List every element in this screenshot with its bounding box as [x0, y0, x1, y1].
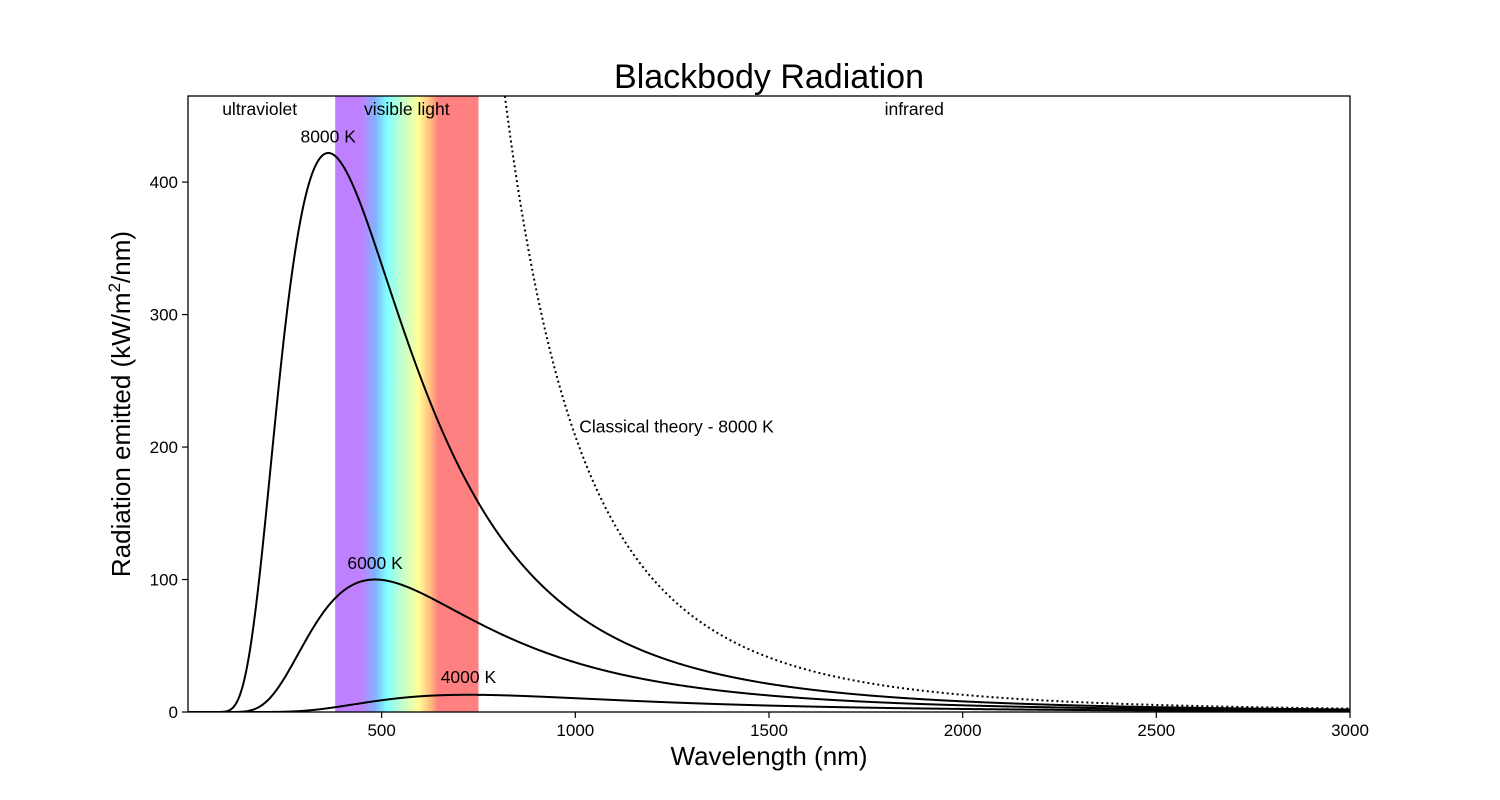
band-label-ultraviolet: ultraviolet	[222, 99, 297, 119]
band-label-infrared: infrared	[885, 99, 944, 119]
x-tick-label: 2000	[944, 721, 982, 740]
x-axis-label: Wavelength (nm)	[671, 741, 868, 771]
y-axis-label: Radiation emitted (kW/m2/nm)	[105, 231, 136, 577]
curve-label-classical: Classical theory - 8000 K	[579, 416, 774, 436]
y-tick-label: 300	[150, 306, 178, 325]
curve-label-6000k: 6000 K	[347, 553, 403, 573]
curve-4000k	[188, 693, 1350, 712]
band-label-visible-light: visible light	[364, 99, 450, 119]
x-axis-ticks: 500 1000 1500 2000 2500 3000	[367, 712, 1369, 740]
curve-6000k	[188, 578, 1350, 712]
visible-light-band	[335, 96, 479, 712]
x-tick-label: 500	[367, 721, 395, 740]
y-tick-label: 100	[150, 571, 178, 590]
curve-classical-8000k	[503, 96, 1350, 710]
chart-title: Blackbody Radiation	[614, 58, 924, 96]
x-tick-label: 1000	[556, 721, 594, 740]
curve-8000k	[188, 151, 1350, 712]
x-tick-label: 2500	[1137, 721, 1175, 740]
y-tick-label: 400	[150, 173, 178, 192]
y-axis-ticks: 0 100 200 300 400	[150, 173, 188, 722]
curve-label-4000k: 4000 K	[441, 667, 497, 687]
curve-label-8000k: 8000 K	[300, 126, 356, 146]
x-tick-label: 3000	[1331, 721, 1369, 740]
y-tick-label: 0	[169, 703, 178, 722]
x-tick-label: 1500	[750, 721, 788, 740]
y-tick-label: 200	[150, 438, 178, 457]
